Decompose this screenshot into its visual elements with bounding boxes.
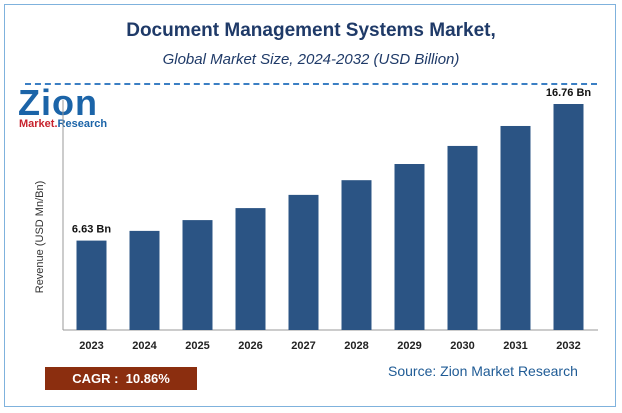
x-tick-2027: 2027 xyxy=(291,340,315,352)
chart-subtitle: Global Market Size, 2024-2032 (USD Billi… xyxy=(162,51,460,68)
logo-tagline-a: Market. xyxy=(19,118,58,130)
x-tick-2025: 2025 xyxy=(185,340,209,352)
x-tick-2031: 2031 xyxy=(503,340,527,352)
x-tick-2028: 2028 xyxy=(344,340,368,352)
cagr-label: CAGR : xyxy=(72,371,119,386)
x-tick-2030: 2030 xyxy=(450,340,474,352)
logo-wordmark: Zion xyxy=(18,82,98,123)
x-tick-2026: 2026 xyxy=(238,340,262,352)
source-text: Source: Zion Market Research xyxy=(388,363,578,379)
x-tick-2032: 2032 xyxy=(556,340,580,352)
bar-2028 xyxy=(341,180,372,330)
bars-group xyxy=(76,104,584,331)
bar-2029 xyxy=(394,164,425,330)
bar-2026 xyxy=(235,208,266,330)
logo-tagline: Market.Research xyxy=(19,118,107,130)
bar-2030 xyxy=(447,145,478,330)
y-axis-label: Revenue (USD Mn/Bn) xyxy=(34,181,46,294)
bar-2024 xyxy=(129,230,160,330)
bar-2027 xyxy=(288,194,319,330)
zion-logo: Zion Market.Research xyxy=(18,82,130,136)
data-labels-group: 6.63 Bn 16.76 Bn xyxy=(72,87,591,236)
x-tick-2029: 2029 xyxy=(397,340,421,352)
data-label-2023: 6.63 Bn xyxy=(72,224,111,236)
bar-2032 xyxy=(553,104,584,330)
bar-2025 xyxy=(182,220,213,330)
cagr-value: 10.86% xyxy=(125,371,170,386)
logo-tagline-b: Research xyxy=(57,118,108,130)
chart-title: Document Management Systems Market, xyxy=(126,20,496,41)
x-tick-2023: 2023 xyxy=(79,340,103,352)
cagr-badge: CAGR : 10.86% xyxy=(45,367,197,390)
title-divider xyxy=(25,83,597,85)
data-label-2032: 16.76 Bn xyxy=(546,87,592,99)
x-ticks-group: 2023 2024 2025 2026 2027 2028 2029 2030 2031 2032 xyxy=(79,340,580,352)
bar-2023 xyxy=(76,240,107,330)
x-tick-2024: 2024 xyxy=(132,340,157,352)
bar-2031 xyxy=(500,125,531,331)
